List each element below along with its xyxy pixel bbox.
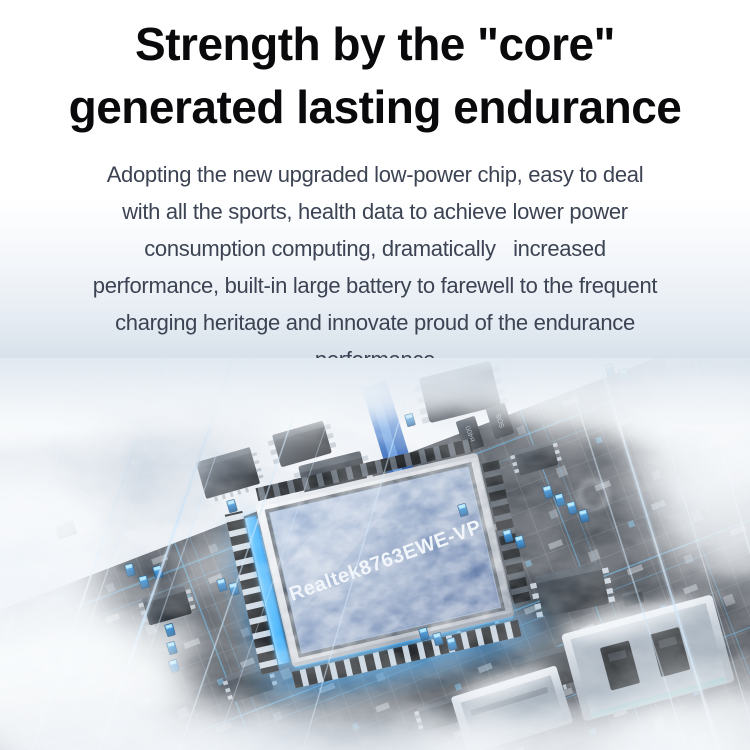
headline: Strength by the "core" generated lasting… — [0, 13, 750, 139]
subheadline-line: charging heritage and innovate proud of … — [115, 310, 635, 335]
subheadline: Adopting the new upgraded low-power chip… — [20, 156, 730, 378]
headline-line-1: Strength by the "core" — [135, 18, 615, 70]
subheadline-line: Adopting the new upgraded low-power chip… — [106, 162, 644, 187]
subheadline-line: consumption computing, dramatically incr… — [144, 236, 606, 261]
headline-line-2: generated lasting endurance — [68, 81, 682, 133]
header-copy: Strength by the "core" generated lasting… — [0, 0, 750, 372]
subheadline-line: performance, built-in large battery to f… — [92, 273, 658, 298]
subheadline-line: with all the sports, health data to achi… — [122, 199, 628, 224]
chip-photo: B400 SOS — [0, 358, 750, 750]
snow-foreground — [0, 358, 750, 750]
hero-illustration: B400 SOS — [0, 358, 750, 750]
